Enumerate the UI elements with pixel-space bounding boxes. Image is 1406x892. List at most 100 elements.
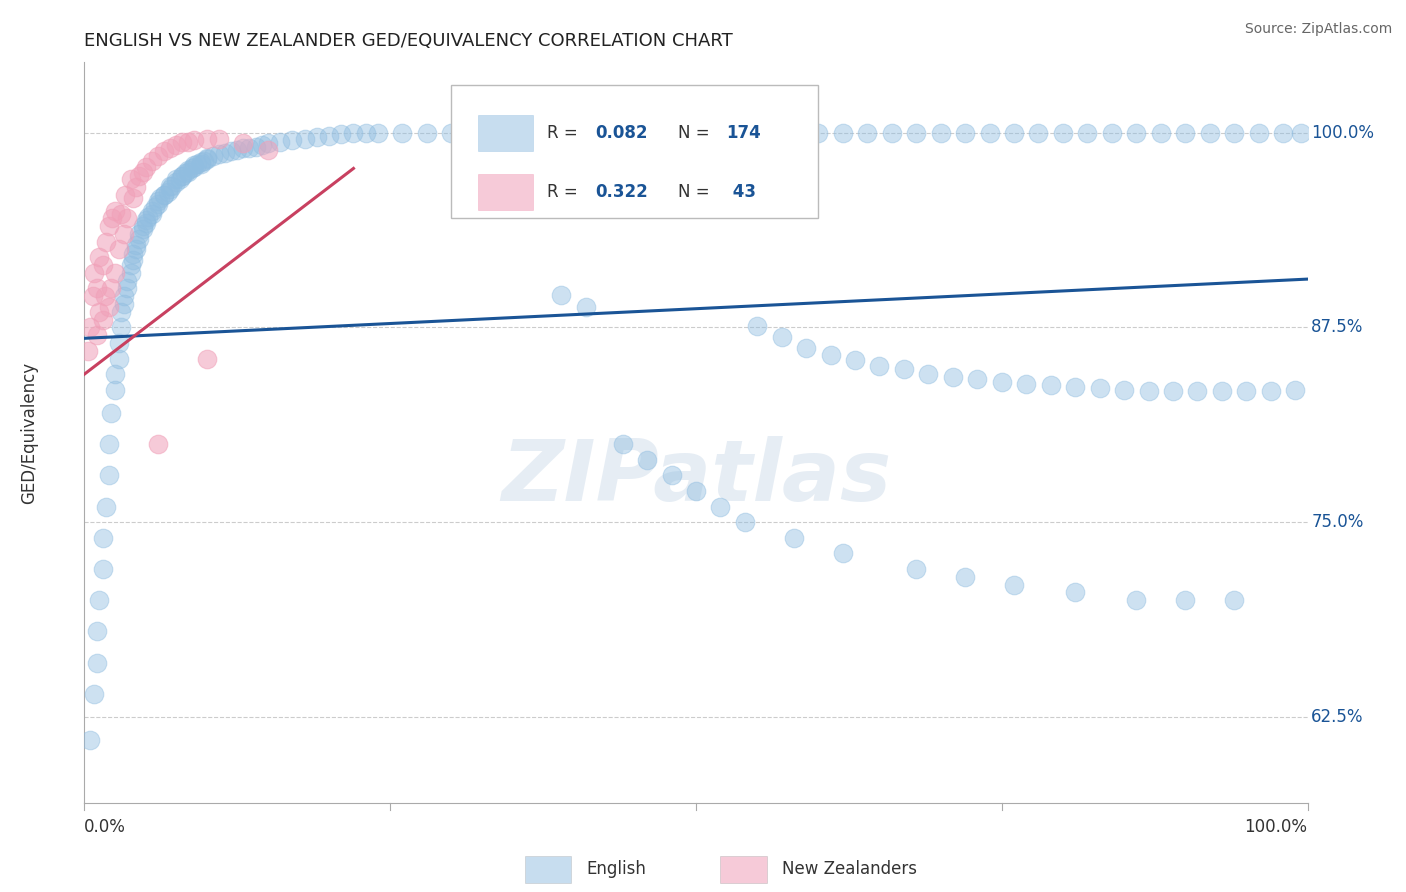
Point xyxy=(354,126,377,140)
Point xyxy=(416,126,439,140)
Point xyxy=(1028,126,1050,140)
Point xyxy=(238,141,260,155)
Point xyxy=(128,231,150,245)
Point xyxy=(1247,126,1270,140)
Point xyxy=(636,126,658,140)
Point xyxy=(1291,126,1313,140)
Text: GED/Equivalency: GED/Equivalency xyxy=(20,361,38,504)
Point xyxy=(1076,126,1098,140)
Point xyxy=(661,468,683,483)
Text: R =: R = xyxy=(547,124,582,142)
Point xyxy=(190,157,212,171)
Point xyxy=(132,219,155,233)
Bar xyxy=(478,115,533,151)
Point xyxy=(562,126,585,140)
Point xyxy=(1015,376,1038,391)
Point xyxy=(86,656,108,670)
Point xyxy=(193,153,215,168)
Point xyxy=(1125,593,1147,607)
Point xyxy=(159,141,181,155)
Point xyxy=(86,281,108,295)
Point xyxy=(159,182,181,196)
Text: 0.082: 0.082 xyxy=(596,124,648,142)
Point xyxy=(135,212,157,227)
Point xyxy=(195,132,218,146)
Point xyxy=(86,624,108,639)
Point xyxy=(110,320,132,334)
Point xyxy=(97,468,120,483)
Point xyxy=(807,126,830,140)
Point xyxy=(831,126,853,140)
Point xyxy=(141,153,163,168)
Point xyxy=(82,289,104,303)
Point xyxy=(146,437,169,451)
Point xyxy=(636,453,658,467)
Point xyxy=(201,149,224,163)
Point xyxy=(146,194,169,209)
Point xyxy=(91,531,114,545)
Point xyxy=(172,169,194,184)
Point xyxy=(226,143,249,157)
Point xyxy=(880,126,903,140)
Point xyxy=(953,126,976,140)
Text: 62.5%: 62.5% xyxy=(1312,708,1364,726)
Point xyxy=(132,164,155,178)
Point xyxy=(112,289,135,303)
Point xyxy=(86,328,108,343)
Point xyxy=(94,289,117,303)
Point xyxy=(1125,126,1147,140)
Point xyxy=(146,149,169,163)
Point xyxy=(107,243,129,257)
Text: 87.5%: 87.5% xyxy=(1312,318,1364,336)
Point xyxy=(100,406,122,420)
Text: N =: N = xyxy=(678,183,714,201)
Text: 100.0%: 100.0% xyxy=(1244,818,1308,836)
Point xyxy=(281,133,304,147)
Text: 174: 174 xyxy=(727,124,761,142)
Point xyxy=(149,191,172,205)
Bar xyxy=(524,856,571,883)
Point xyxy=(177,135,200,149)
Point xyxy=(183,158,205,172)
Point xyxy=(1223,126,1246,140)
Text: ZIPatlas: ZIPatlas xyxy=(501,435,891,518)
Point xyxy=(661,126,683,140)
Point xyxy=(758,126,780,140)
Point xyxy=(104,367,127,381)
Text: 75.0%: 75.0% xyxy=(1312,513,1364,532)
Point xyxy=(136,210,159,224)
Point xyxy=(1161,384,1184,399)
Point xyxy=(991,375,1014,389)
Point xyxy=(464,126,486,140)
Point xyxy=(232,136,254,151)
Point xyxy=(107,336,129,351)
Point xyxy=(586,126,609,140)
Point xyxy=(183,133,205,147)
Point xyxy=(232,141,254,155)
Point xyxy=(893,362,915,376)
Point xyxy=(107,351,129,366)
Point xyxy=(869,359,891,374)
Point xyxy=(115,211,138,226)
Point xyxy=(905,562,928,576)
Point xyxy=(844,353,866,368)
Point xyxy=(115,274,138,288)
Point xyxy=(97,437,120,451)
Point xyxy=(342,126,364,140)
Point xyxy=(195,151,218,165)
Point xyxy=(101,211,124,226)
Point xyxy=(709,500,731,514)
Point xyxy=(87,305,110,319)
Point xyxy=(122,191,145,205)
Text: Source: ZipAtlas.com: Source: ZipAtlas.com xyxy=(1244,22,1392,37)
Point xyxy=(770,330,793,344)
Point xyxy=(1211,384,1233,399)
Point xyxy=(257,136,280,151)
Point xyxy=(245,139,267,153)
Point xyxy=(685,126,707,140)
Point xyxy=(1223,593,1246,607)
Point xyxy=(96,500,118,514)
Point xyxy=(83,266,105,280)
Point xyxy=(1260,384,1282,399)
Point xyxy=(87,593,110,607)
